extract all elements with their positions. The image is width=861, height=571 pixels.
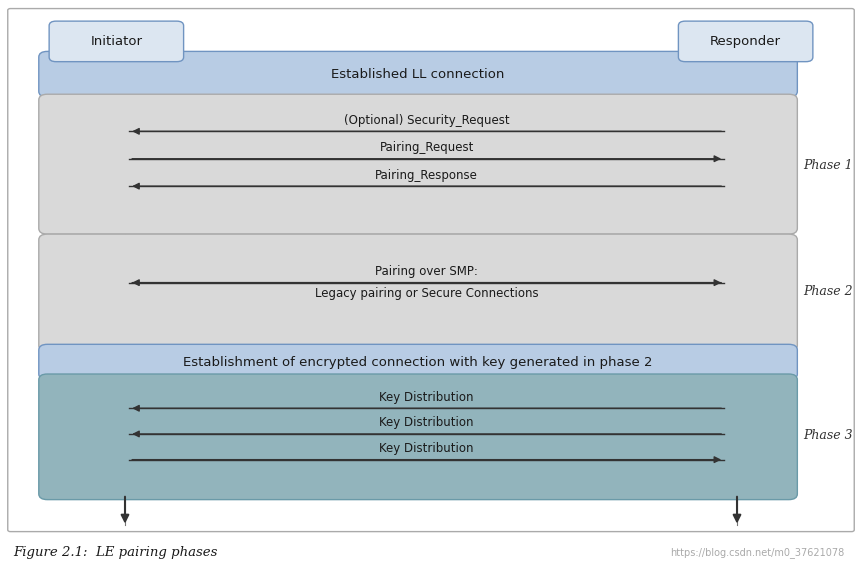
Text: Key Distribution: Key Distribution [379,442,474,455]
Text: Key Distribution: Key Distribution [379,391,474,404]
FancyBboxPatch shape [39,51,796,97]
Text: Pairing over SMP:: Pairing over SMP: [375,265,478,278]
FancyBboxPatch shape [39,344,796,380]
Text: Figure 2.1:  LE pairing phases: Figure 2.1: LE pairing phases [13,546,217,559]
FancyBboxPatch shape [39,374,796,500]
Text: https://blog.csdn.net/m0_37621078: https://blog.csdn.net/m0_37621078 [670,547,844,558]
Text: Establishment of encrypted connection with key generated in phase 2: Establishment of encrypted connection wi… [183,356,652,368]
Text: Phase 1: Phase 1 [802,159,852,172]
Text: Phase 2: Phase 2 [802,285,852,297]
FancyBboxPatch shape [39,94,796,234]
Text: (Optional) Security_Request: (Optional) Security_Request [344,114,509,127]
Text: Initiator: Initiator [90,35,142,48]
Text: Legacy pairing or Secure Connections: Legacy pairing or Secure Connections [314,287,538,300]
FancyBboxPatch shape [678,21,812,62]
Text: Responder: Responder [709,35,780,48]
Text: Established LL connection: Established LL connection [331,68,505,81]
FancyBboxPatch shape [39,234,796,351]
FancyBboxPatch shape [8,9,853,532]
Text: Pairing_Response: Pairing_Response [375,168,478,182]
FancyBboxPatch shape [49,21,183,62]
Text: Key Distribution: Key Distribution [379,416,474,429]
Text: Phase 3: Phase 3 [802,429,852,441]
Text: Pairing_Request: Pairing_Request [379,141,474,154]
